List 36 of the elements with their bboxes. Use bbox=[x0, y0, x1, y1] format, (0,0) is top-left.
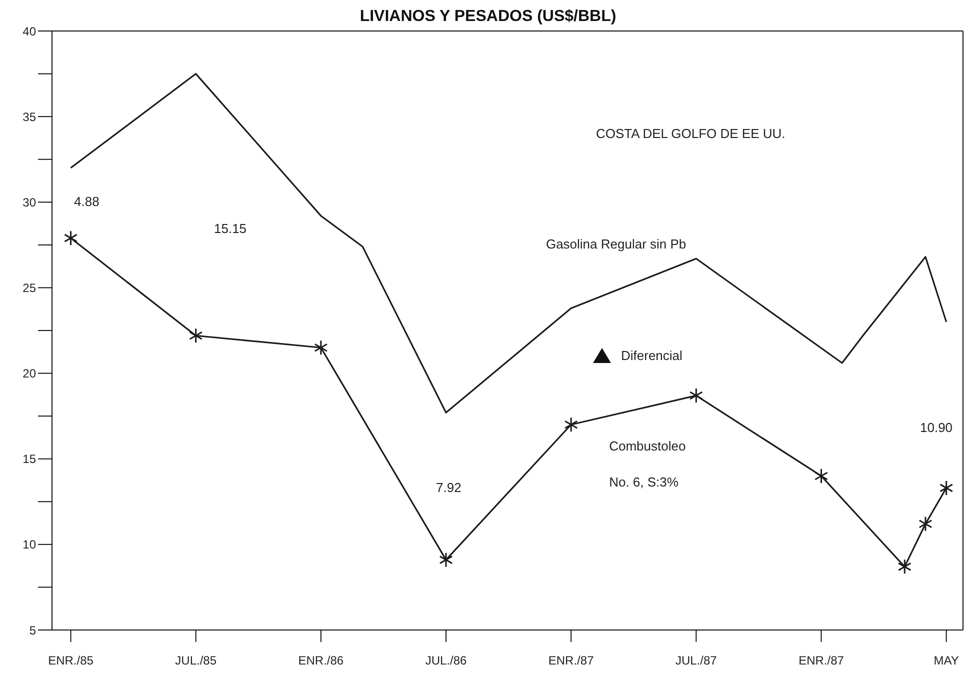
point bbox=[689, 388, 703, 404]
annotation: 10.90 bbox=[920, 420, 953, 435]
point bbox=[314, 340, 328, 356]
text: Combustoleo No. 6, S:3% bbox=[609, 438, 686, 490]
y-tick-label: 20 bbox=[22, 366, 36, 381]
point bbox=[814, 468, 828, 484]
x-tick-label: ENR./87 bbox=[798, 654, 844, 668]
y-tick-label: 35 bbox=[22, 110, 36, 124]
annotation: COSTA DEL GOLFO DE EE UU. bbox=[596, 126, 786, 141]
y-tick-label: 40 bbox=[22, 24, 36, 38]
x-tick-label: JUL./85 bbox=[175, 654, 217, 668]
x-tick-label: MAY bbox=[934, 654, 959, 668]
x-tick-label: JUL./87 bbox=[675, 654, 718, 668]
series-label: Gasolina Regular sin Pb bbox=[546, 236, 686, 252]
chart-title: LIVIANOS Y PESADOS (US$/BBL) bbox=[358, 8, 618, 26]
point bbox=[918, 516, 932, 532]
x-tick-label: ENR./87 bbox=[548, 654, 594, 668]
point bbox=[64, 230, 78, 246]
y-tick-label: 5 bbox=[29, 623, 36, 638]
x-tick-label: ENR./86 bbox=[298, 654, 344, 668]
point bbox=[940, 480, 954, 496]
x-tick-label: JUL./86 bbox=[425, 654, 468, 668]
point bbox=[189, 328, 203, 344]
annotation: 15.15 bbox=[214, 221, 247, 236]
point bbox=[898, 558, 912, 574]
point bbox=[564, 416, 578, 432]
y-tick-label: 15 bbox=[22, 452, 36, 466]
x-tick-label: ENR./85 bbox=[48, 654, 94, 668]
line-series bbox=[70, 72, 948, 414]
annotation: 4.88 bbox=[74, 194, 100, 209]
annotation: 7.92 bbox=[436, 480, 462, 495]
y-tick-label: 25 bbox=[22, 280, 36, 295]
y-tick-label: 10 bbox=[22, 538, 36, 552]
y-tick-label: 30 bbox=[22, 195, 36, 210]
point bbox=[439, 552, 453, 568]
annotation: Diferencial bbox=[621, 348, 682, 363]
